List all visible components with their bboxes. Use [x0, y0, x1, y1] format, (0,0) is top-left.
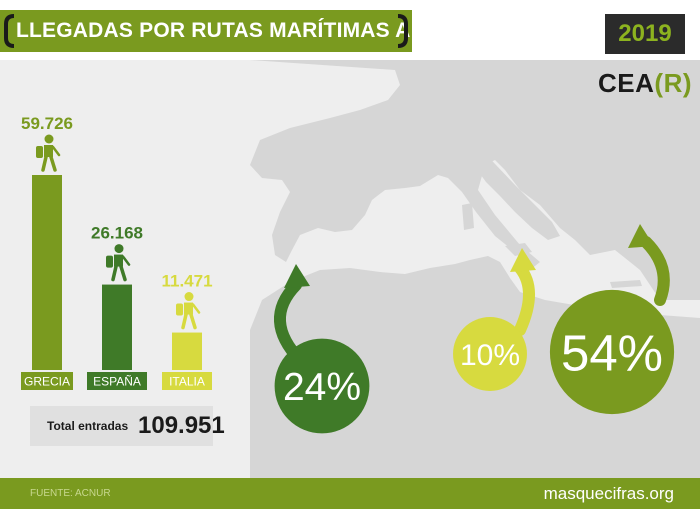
- category-label: GRECIA: [24, 375, 70, 389]
- hiker-icon: [176, 292, 201, 330]
- year-badge: 2019: [605, 14, 685, 54]
- title-banner: LLEGADAS POR RUTAS MARÍTIMAS A LA UE: [0, 10, 479, 52]
- brand-logo: CEA(R): [598, 68, 692, 99]
- arrow-head-icon: [284, 264, 310, 288]
- bar-italia: [172, 332, 202, 370]
- curved-arrow-icon: [514, 262, 535, 336]
- curved-arrow-icon: [640, 236, 670, 306]
- category-label-box: [87, 372, 147, 390]
- data-label: 59.726: [21, 114, 73, 133]
- total-box: Total entradas 109.951: [30, 406, 225, 446]
- category-label: ESPAÑA: [93, 375, 141, 389]
- arrow-head-icon: [628, 224, 654, 248]
- category-label-box: [21, 372, 73, 390]
- source-note: FUENTE: ACNUR: [30, 488, 111, 499]
- europe-landmass: [250, 60, 700, 300]
- share-label: 24%: [283, 366, 361, 409]
- data-label: 26.168: [91, 224, 143, 243]
- sardinia-landmass: [462, 203, 474, 230]
- hiker-icon: [106, 244, 131, 282]
- share-circle-españa: [274, 338, 370, 434]
- arrow-head-icon: [510, 248, 536, 272]
- page-title: LLEGADAS POR RUTAS MARÍTIMAS A LA UE: [16, 19, 479, 42]
- category-label: ITALIA: [169, 375, 205, 389]
- sicily-landmass: [505, 243, 532, 256]
- footer: FUENTE: ACNUR masquecifras.org: [0, 478, 700, 509]
- bar-grecia: [32, 175, 62, 370]
- category-label-box: [162, 372, 212, 390]
- share-circle-grecia: [549, 289, 675, 415]
- logo-text: CEA: [598, 68, 655, 98]
- total-value: 109.951: [138, 412, 225, 439]
- total-label: Total entradas: [47, 419, 129, 433]
- share-label: 10%: [460, 339, 520, 372]
- data-label: 11.471: [161, 272, 212, 291]
- hiker-icon: [36, 134, 61, 172]
- bracket-right-icon: [397, 14, 408, 48]
- italy-landmass: [470, 150, 560, 240]
- share-circle-italia: [453, 317, 527, 391]
- bracket-left-icon: [4, 14, 15, 48]
- bar-españa: [102, 284, 132, 370]
- site-link[interactable]: masquecifras.org: [543, 484, 674, 503]
- share-label: 54%: [561, 324, 663, 381]
- crete-landmass: [610, 280, 642, 288]
- logo-accent: (R): [654, 68, 692, 98]
